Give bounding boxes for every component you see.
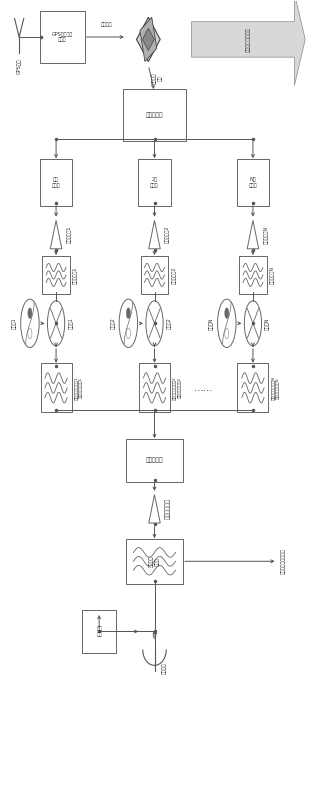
Text: 混频器N: 混频器N [265,318,270,330]
Text: 频率合成器: 频率合成器 [146,457,163,463]
FancyBboxPatch shape [126,439,183,482]
Circle shape [28,308,32,318]
Text: GPS天线: GPS天线 [17,59,22,74]
FancyBboxPatch shape [42,255,70,294]
FancyBboxPatch shape [239,255,267,294]
Text: 一路
收发机: 一路 收发机 [52,177,60,187]
Text: 相参锁相: 相参锁相 [100,23,112,27]
Circle shape [225,328,229,339]
Text: 中频放大器1: 中频放大器1 [66,226,71,243]
FancyBboxPatch shape [138,159,171,205]
Circle shape [153,631,156,638]
Text: ……: …… [194,383,214,393]
Polygon shape [191,0,305,86]
Circle shape [225,308,229,318]
Text: 射电天线: 射电天线 [162,662,167,674]
FancyBboxPatch shape [40,364,72,412]
Text: 混频器1: 混频器1 [68,318,73,329]
FancyBboxPatch shape [40,11,85,63]
Text: 低噪声放大器: 低噪声放大器 [165,499,171,520]
Polygon shape [142,28,154,51]
Text: 各射频天文保护频率: 各射频天文保护频率 [281,549,286,574]
Text: 中频滤波器1: 中频滤波器1 [73,266,78,284]
Circle shape [126,308,130,318]
FancyBboxPatch shape [237,159,269,205]
FancyBboxPatch shape [123,90,186,141]
FancyBboxPatch shape [82,610,116,653]
Text: 本振源2: 本振源2 [110,318,116,329]
Circle shape [126,328,130,339]
Text: 2路
收发机: 2路 收发机 [150,177,159,187]
Text: 频率切换
指令: 频率切换 指令 [152,73,163,84]
Text: 中频滤波器N: 中频滤波器N [270,266,275,284]
Text: 本振源1: 本振源1 [12,318,17,329]
FancyBboxPatch shape [141,255,168,294]
Text: 射频天文保护频段2
无线电保护频段2: 射频天文保护频段2 无线电保护频段2 [172,376,181,400]
FancyBboxPatch shape [126,539,183,584]
Text: 本振源N: 本振源N [209,318,214,330]
Text: 中频放大器N: 中频放大器N [263,225,269,244]
Polygon shape [140,17,157,61]
Text: 射频天文保护频段N
无线电保护频段N: 射频天文保护频段N 无线电保护频段N [271,376,279,400]
Text: GPS频率时间
接收仪: GPS频率时间 接收仪 [52,32,73,42]
Circle shape [28,328,32,339]
Text: 混频器2: 混频器2 [167,318,172,329]
Text: 射频天文保护频段1
无线电保护频段1: 射频天文保护频段1 无线电保护频段1 [74,376,83,400]
Text: 频域分配器: 频域分配器 [146,112,163,118]
Text: 中频放大器2: 中频放大器2 [165,226,170,243]
Text: 数控开关
滤波器: 数控开关 滤波器 [149,556,160,567]
Polygon shape [137,17,160,61]
Text: 馈电
装置: 馈电 装置 [96,626,102,637]
FancyBboxPatch shape [237,364,269,412]
FancyBboxPatch shape [40,159,72,205]
Text: 各射频天文业务频: 各射频天文业务频 [246,27,251,52]
FancyBboxPatch shape [139,364,170,412]
Text: 中频滤波器2: 中频滤波器2 [171,266,176,284]
Text: N路
收发机: N路 收发机 [249,177,257,187]
